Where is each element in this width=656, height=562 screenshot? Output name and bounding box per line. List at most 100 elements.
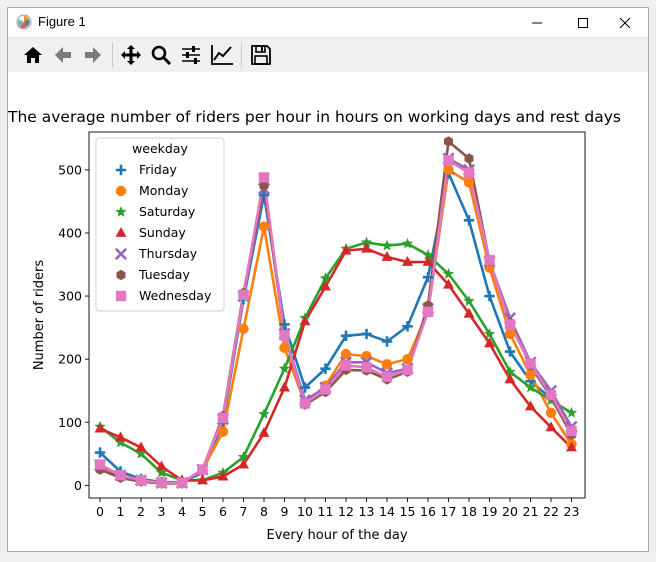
data-point-sunday — [361, 242, 372, 253]
legend-marker-monday — [115, 185, 127, 197]
minimize-icon — [532, 22, 542, 23]
legend-entries: Friday Monday Saturday Sunday Thursday Tuesda… — [114, 162, 212, 303]
x-tick-label: 3 — [158, 504, 166, 519]
data-point-sunday — [320, 280, 331, 291]
data-point-saturday — [401, 237, 414, 249]
data-point-saturday — [442, 268, 455, 279]
floppy-disk-icon — [251, 45, 271, 65]
data-point-wednesday — [217, 412, 229, 424]
data-point-wednesday — [320, 384, 331, 395]
data-point-sunday — [402, 256, 413, 266]
data-point-wednesday — [381, 371, 393, 383]
legend-title: weekday — [132, 141, 188, 156]
x-tick-label: 10 — [297, 504, 313, 519]
maximize-icon — [578, 17, 588, 28]
pan-button[interactable] — [118, 42, 144, 68]
x-tick-label: 8 — [260, 504, 268, 519]
data-point-monday — [238, 323, 249, 335]
data-point-sunday — [258, 427, 270, 437]
data-point-friday — [402, 321, 413, 332]
data-point-saturday — [360, 236, 373, 248]
save-button[interactable] — [248, 42, 274, 68]
data-point-wednesday — [258, 172, 270, 183]
data-point-sunday — [299, 315, 311, 326]
data-point-friday — [361, 328, 372, 340]
data-point-wednesday — [94, 459, 106, 470]
data-point-saturday — [524, 381, 537, 393]
forward-button[interactable] — [80, 42, 106, 68]
home-icon — [24, 47, 42, 63]
data-point-wednesday — [525, 358, 536, 369]
maximize-button[interactable] — [560, 8, 606, 37]
data-point-sunday — [135, 441, 147, 452]
x-tick-label: 12 — [338, 504, 354, 519]
data-point-wednesday — [463, 167, 475, 179]
x-tick-label: 17 — [441, 504, 457, 519]
data-point-wednesday — [135, 475, 147, 486]
data-point-wednesday — [156, 477, 167, 489]
data-point-friday — [340, 330, 352, 342]
data-point-tuesday — [464, 153, 474, 164]
data-point-wednesday — [566, 425, 577, 437]
data-point-monday — [340, 348, 352, 360]
legend-label: Saturday — [139, 204, 196, 219]
zoom-button[interactable] — [148, 42, 174, 68]
data-point-wednesday — [443, 155, 454, 166]
x-tick-label: 2 — [137, 504, 145, 519]
data-point-friday — [484, 290, 495, 302]
data-point-wednesday — [504, 319, 516, 330]
legend-marker-saturday — [115, 206, 127, 217]
data-point-saturday — [114, 436, 127, 448]
data-point-saturday — [483, 327, 496, 339]
x-tick-label: 4 — [178, 504, 186, 519]
data-point-friday — [422, 271, 434, 283]
x-tick-label: 19 — [482, 504, 498, 519]
x-tick-label: 18 — [461, 504, 477, 519]
axes-button[interactable] — [209, 42, 235, 68]
subplots-button[interactable] — [178, 42, 204, 68]
data-point-saturday — [504, 365, 516, 377]
data-point-saturday — [155, 466, 168, 478]
data-point-monday — [381, 359, 393, 370]
data-point-saturday — [237, 451, 250, 462]
legend-label: Sunday — [139, 225, 186, 240]
minimize-button[interactable] — [514, 8, 560, 37]
legend-label: Friday — [139, 162, 177, 177]
close-icon — [619, 17, 631, 28]
data-point-wednesday — [299, 398, 311, 409]
data-point-friday — [94, 447, 106, 458]
data-point-friday — [504, 346, 516, 357]
data-point-sunday — [340, 244, 352, 255]
x-tick-label: 9 — [281, 504, 289, 519]
data-point-wednesday — [422, 306, 434, 318]
back-button[interactable] — [50, 42, 76, 68]
y-ticks: 0 100 200 300 400 500 — [58, 162, 89, 493]
data-point-monday — [463, 177, 475, 188]
y-axis-label: Number of riders — [32, 260, 47, 371]
x-axis-label: Every hour of the day — [266, 528, 407, 543]
data-point-monday — [545, 407, 557, 419]
data-point-wednesday — [115, 470, 126, 481]
x-tick-label: 22 — [543, 504, 559, 519]
x-tick-label: 5 — [199, 504, 207, 519]
data-point-saturday — [463, 295, 475, 306]
data-point-saturday — [278, 362, 291, 374]
data-point-sunday — [381, 250, 393, 261]
home-button[interactable] — [20, 42, 46, 68]
data-point-wednesday — [361, 362, 372, 373]
data-point-wednesday — [279, 329, 290, 341]
x-ticks: 0 1 2 3 4 5 6 7 8 9 10 11 12 13 14 15 16 17 18 19 20 21 22 23 — [96, 498, 579, 519]
data-point-wednesday — [197, 464, 208, 475]
figure-canvas[interactable]: The average number of riders per hour in… — [8, 72, 648, 551]
navigation-toolbar — [8, 37, 648, 73]
x-tick-label: 16 — [420, 504, 436, 519]
data-point-sunday — [94, 422, 106, 433]
close-button[interactable] — [602, 8, 648, 37]
data-point-sunday — [443, 278, 454, 289]
x-tick-label: 6 — [219, 504, 227, 519]
legend-marker-tuesday — [116, 269, 126, 281]
data-point-monday — [443, 164, 454, 176]
data-point-saturday — [381, 239, 393, 251]
legend-label: Thursday — [138, 246, 198, 261]
chart-title: The average number of riders per hour in… — [8, 108, 621, 126]
